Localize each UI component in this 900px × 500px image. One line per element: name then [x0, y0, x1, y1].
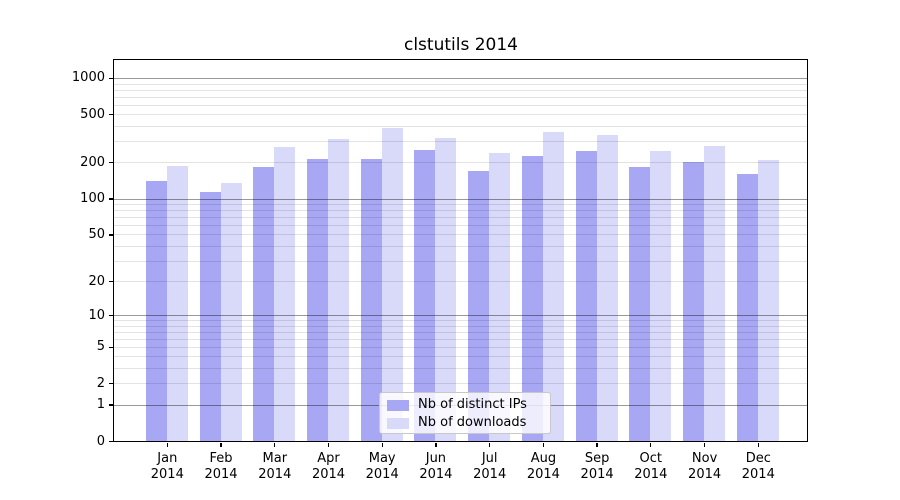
- bar-distinct-ips-mar-2014: [253, 167, 275, 441]
- x-tick-label-jul-2014: Jul 2014: [473, 451, 507, 482]
- bar-distinct-ips-apr-2014: [306, 159, 328, 441]
- x-tick-label-oct-2014: Oct 2014: [634, 451, 668, 482]
- y-tick-label-10: 10: [88, 307, 105, 323]
- x-tick-mark: [596, 443, 598, 447]
- y-tick-mark: [108, 440, 113, 443]
- bar-distinct-ips-oct-2014: [629, 167, 651, 441]
- y-tick-mark: [108, 383, 113, 385]
- bar-distinct-ips-jul-2014: [468, 171, 490, 441]
- bar-distinct-ips-jun-2014: [414, 150, 436, 441]
- y-tick-label-200: 200: [80, 154, 105, 170]
- legend-label-downloads: Nb of downloads: [418, 415, 527, 430]
- legend-swatch-distinct-ips-icon: [387, 399, 409, 411]
- x-tick-label-feb-2014: Feb 2014: [204, 451, 238, 482]
- bars-layer: [114, 60, 807, 441]
- y-tick-mark: [108, 234, 113, 236]
- x-tick-label-mar-2014: Mar 2014: [258, 451, 292, 482]
- bar-distinct-ips-aug-2014: [521, 155, 543, 441]
- y-tick-label-500: 500: [80, 106, 105, 122]
- bar-downloads-apr-2014: [327, 139, 349, 441]
- y-tick-mark: [108, 198, 113, 200]
- legend-entry-distinct-ips: Nb of distinct IPs: [387, 396, 550, 414]
- x-tick-label-jun-2014: Jun 2014: [419, 451, 453, 482]
- x-tick-mark: [542, 443, 545, 447]
- x-tick-mark: [381, 443, 383, 447]
- bar-downloads-may-2014: [381, 128, 403, 441]
- y-tick-label-0: 0: [96, 433, 105, 449]
- y-tick-mark: [108, 162, 113, 164]
- x-tick-label-aug-2014: Aug 2014: [526, 451, 560, 482]
- x-tick-mark: [489, 443, 491, 447]
- y-tick-mark: [108, 404, 113, 406]
- y-tick-label-100: 100: [80, 191, 105, 206]
- legend-swatch-downloads-icon: [387, 417, 409, 429]
- bar-distinct-ips-feb-2014: [199, 192, 221, 441]
- x-tick-mark: [435, 443, 437, 447]
- bar-downloads-oct-2014: [650, 150, 672, 441]
- bar-downloads-feb-2014: [220, 183, 242, 441]
- bar-downloads-jan-2014: [166, 165, 188, 441]
- y-tick-mark: [108, 346, 113, 348]
- x-tick-label-dec-2014: Dec 2014: [741, 451, 775, 482]
- bar-downloads-jun-2014: [435, 138, 457, 441]
- x-tick-label-sep-2014: Sep 2014: [580, 451, 614, 482]
- x-tick-mark: [274, 443, 276, 447]
- y-tick-label-5: 5: [96, 339, 105, 355]
- x-tick-mark: [166, 443, 168, 447]
- y-tick-mark: [108, 114, 113, 116]
- bar-distinct-ips-nov-2014: [683, 162, 705, 441]
- y-tick-mark: [108, 314, 113, 317]
- x-tick-mark: [757, 443, 759, 447]
- x-tick-mark: [703, 443, 706, 447]
- y-tick-label-2: 2: [96, 375, 105, 391]
- y-tick-mark: [108, 77, 113, 80]
- bar-downloads-jul-2014: [489, 153, 511, 441]
- bar-distinct-ips-dec-2014: [736, 174, 758, 441]
- legend-label-distinct-ips: Nb of distinct IPs: [418, 397, 527, 412]
- y-tick-label-20: 20: [88, 273, 105, 289]
- y-tick-mark: [108, 280, 113, 283]
- y-tick-label-1000: 1000: [71, 70, 105, 86]
- x-tick-label-apr-2014: Apr 2014: [311, 451, 346, 482]
- bar-distinct-ips-may-2014: [360, 159, 382, 441]
- x-tick-mark: [220, 443, 222, 447]
- legend: Nb of distinct IPs Nb of downloads: [379, 392, 551, 434]
- chart-title: clstutils 2014: [403, 35, 518, 55]
- bar-distinct-ips-jan-2014: [145, 180, 167, 441]
- x-tick-label-may-2014: May 2014: [365, 451, 399, 482]
- x-tick-mark: [650, 443, 652, 447]
- plot-area: [113, 59, 808, 442]
- bar-downloads-sep-2014: [596, 134, 618, 441]
- x-tick-mark: [327, 443, 330, 447]
- bar-distinct-ips-sep-2014: [575, 151, 597, 441]
- y-tick-label-50: 50: [88, 226, 105, 242]
- x-tick-label-nov-2014: Nov 2014: [688, 451, 722, 482]
- bar-downloads-aug-2014: [542, 132, 564, 441]
- y-tick-label-1: 1: [96, 397, 105, 413]
- bar-downloads-mar-2014: [274, 147, 296, 441]
- x-tick-label-jan-2014: Jan 2014: [150, 451, 184, 482]
- bar-downloads-dec-2014: [757, 160, 779, 441]
- bar-downloads-nov-2014: [704, 145, 726, 441]
- legend-entry-downloads: Nb of downloads: [387, 414, 550, 432]
